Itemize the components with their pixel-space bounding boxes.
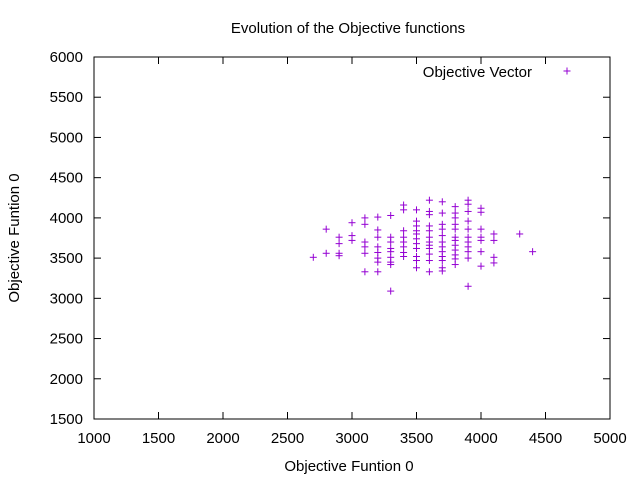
data-point [438,198,446,206]
x-tick-label: 1500 [142,430,175,447]
y-tick-label: 3500 [50,250,83,267]
plot-frame [93,56,611,420]
y-tick-label: 1500 [50,411,83,428]
data-point [425,211,433,219]
data-point [477,248,485,256]
legend: Objective Vector [423,64,571,81]
y-tick-label: 4000 [50,210,83,227]
chart-title: Evolution of the Objective functions [231,20,465,37]
data-point [309,253,317,261]
data-point [451,225,459,233]
data-point [413,257,420,265]
y-axis-ticks: 1500 2000 2500 3000 3500 4000 4500 5000 5500 6000 [50,49,610,428]
data-point [387,287,395,295]
data-point [400,227,408,235]
x-tick-label: 3500 [400,430,433,447]
data-point [464,282,472,290]
data-point [529,248,537,256]
data-point [464,200,472,208]
data-point [361,268,369,276]
data-point [400,253,408,261]
x-axis-ticks: 1000 1500 2000 2500 3000 3500 4000 4500 5000 [77,57,627,447]
x-axis-label: Objective Funtion 0 [284,458,413,475]
data-point [451,261,459,269]
legend-marker-plus [563,67,571,75]
data-point [490,259,498,267]
data-point [374,226,382,234]
series-points [309,196,537,295]
x-tick-label: 1000 [77,430,110,447]
data-point [374,213,382,221]
x-tick-label: 4000 [464,430,497,447]
legend-label: Objective Vector [423,64,532,81]
data-point [361,220,369,228]
y-tick-label: 3000 [50,290,83,307]
data-point [464,248,472,256]
data-point [451,214,459,222]
data-point [464,254,472,262]
data-point [490,230,498,238]
data-point [361,249,369,257]
data-point [335,233,343,241]
data-point [425,250,433,258]
data-point [490,236,498,244]
data-point [516,230,524,238]
x-tick-label: 2000 [206,430,239,447]
data-point [425,227,433,235]
x-tick-label: 2500 [271,430,304,447]
data-point [374,233,382,241]
data-point [413,206,420,214]
y-tick-label: 5500 [50,89,83,106]
data-point [438,257,446,265]
data-point [335,240,343,248]
data-point [477,236,485,244]
data-point [322,249,330,257]
data-point [464,207,472,215]
data-point [400,206,408,214]
y-axis-label: Objective Funtion 0 [6,173,23,302]
y-tick-label: 6000 [50,49,83,66]
data-point [425,257,433,265]
y-tick-label: 2500 [50,331,83,348]
data-point [438,225,446,233]
y-tick-label: 4500 [50,170,83,187]
x-tick-label: 5000 [593,430,626,447]
data-point [413,264,420,272]
data-point [438,267,446,275]
data-point [451,203,459,211]
legend-marker [563,67,571,75]
data-point [387,261,395,269]
data-point [361,243,369,251]
data-point [477,262,485,270]
y-tick-label: 5000 [50,129,83,146]
data-point [425,268,433,276]
data-point [335,252,343,260]
y-tick-label: 2000 [50,371,83,388]
data-point [464,217,472,225]
data-point [387,238,395,246]
data-point [361,214,369,222]
data-point [413,244,420,252]
data-point [348,219,356,227]
data-point [374,268,382,276]
data-point [438,232,446,240]
data-point [348,236,356,244]
data-point [374,258,382,266]
data-point [387,211,395,219]
data-point [425,196,433,204]
x-tick-label: 3000 [335,430,368,447]
data-point [477,225,485,233]
x-tick-label: 4500 [529,430,562,447]
data-point [477,208,485,216]
data-point [322,225,330,233]
data-point [438,209,446,217]
data-point [464,225,472,233]
